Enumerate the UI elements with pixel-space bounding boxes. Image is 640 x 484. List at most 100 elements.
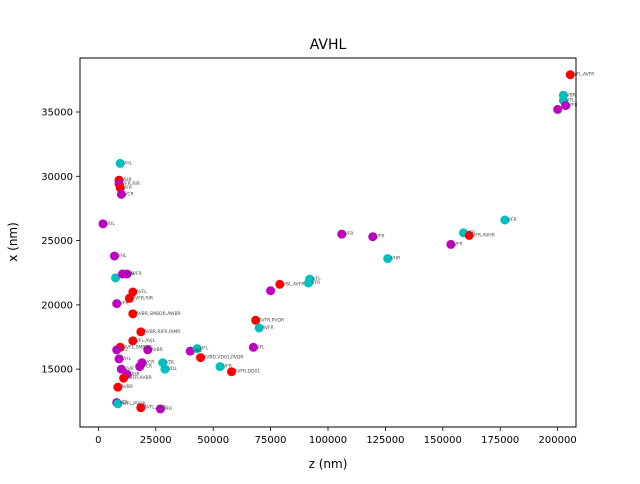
point-label: VFL — [313, 276, 322, 282]
point-label: AVBR,RIFR,RIMR — [144, 329, 181, 335]
point-label: VFR — [345, 231, 354, 237]
data-point-magenta — [116, 189, 126, 199]
data-point-red — [464, 230, 474, 240]
point-label: VFL — [566, 97, 575, 103]
point-label: AVBR — [151, 347, 163, 353]
data-point-cyan — [383, 254, 393, 264]
data-point-cyan — [192, 344, 202, 354]
data-point-cyan — [160, 364, 170, 374]
data-point-magenta — [98, 219, 108, 229]
data-point-magenta — [248, 342, 258, 352]
data-point-red — [128, 309, 138, 319]
point-label: AVFL,AVBL — [144, 405, 168, 411]
point-label: AVFR,RIR — [132, 295, 153, 301]
point-label: VFL — [256, 344, 265, 350]
data-point-magenta — [116, 364, 126, 374]
point-label: VFL — [120, 347, 129, 353]
data-point-magenta — [155, 404, 165, 414]
data-point-magenta — [337, 229, 347, 239]
data-point-red — [128, 336, 138, 346]
x-tick-label: 100000 — [309, 435, 347, 446]
data-point-cyan — [254, 323, 264, 333]
ticks-layer: 0 25000 50000 75000 100000 125000 150000 175000… — [41, 108, 577, 447]
point-label: VHR — [391, 256, 401, 262]
point-label: VCR — [124, 191, 133, 197]
data-point-cyan — [113, 399, 123, 409]
data-point-magenta — [122, 269, 132, 279]
point-label: VFR — [123, 185, 132, 191]
y-tick-label: 15000 — [41, 365, 73, 376]
data-point-red — [227, 367, 237, 377]
data-point-magenta — [185, 346, 195, 356]
y-tick-label: 20000 — [41, 300, 73, 311]
point-label: VHR — [130, 371, 140, 377]
point-label: AVBD,VD01,PVQR — [204, 355, 244, 361]
y-axis-title: x (nm) — [6, 222, 20, 262]
point-label: VFR — [466, 230, 475, 236]
point-label: AVFR,DD01 — [235, 369, 261, 375]
point-label: VBL,AVFR — [283, 281, 305, 287]
point-label: VFR — [508, 217, 517, 223]
point-label: AVFR — [130, 271, 142, 277]
x-tick-label: 150000 — [424, 435, 462, 446]
point-label: VFR — [120, 301, 129, 307]
data-point-magenta — [112, 299, 122, 309]
point-label: AVFR,AVBR — [127, 375, 152, 381]
point-label: AVFL,PVQR — [121, 401, 146, 407]
x-axis-title: z (nm) — [309, 457, 348, 471]
data-point-cyan — [303, 278, 313, 288]
point-label: VFR — [311, 280, 320, 286]
point-label: VFR — [223, 364, 232, 370]
data-point-cyan — [111, 273, 121, 283]
x-tick-label: 50000 — [197, 435, 229, 446]
x-tick-label: 175000 — [481, 435, 519, 446]
point-label: VCR — [143, 364, 152, 370]
data-point-magenta — [266, 286, 276, 296]
point-label: VHL — [122, 356, 131, 362]
data-point-red — [136, 403, 146, 413]
data-point-red — [196, 353, 206, 363]
point-label: VHL — [117, 253, 126, 259]
point-label: VFR — [569, 103, 578, 109]
point-label: VCR — [145, 360, 154, 366]
point-label: VFL,AVJL — [136, 338, 156, 344]
data-point-cyan — [115, 158, 125, 168]
x-tick-label: 200000 — [539, 435, 577, 446]
data-point-magenta — [553, 104, 563, 114]
data-point-red — [251, 315, 261, 325]
data-point-red — [119, 373, 129, 383]
point-label: AVFR,PVQR — [259, 317, 284, 323]
y-tick-label: 35000 — [41, 108, 73, 119]
data-point-red — [136, 327, 146, 337]
y-tick-label: 25000 — [41, 236, 73, 247]
point-label: VDL — [120, 400, 130, 406]
x-tick-label: 0 — [95, 435, 101, 446]
data-point-magenta — [446, 239, 456, 249]
point-label: VHL — [123, 160, 132, 166]
point-label: VFR — [454, 241, 463, 247]
data-point-magenta — [368, 232, 378, 242]
point-label: VFR — [163, 406, 172, 412]
data-point-cyan — [215, 362, 225, 372]
point-label: AVFL,SMBDR — [123, 344, 152, 350]
point-label: AVFR — [262, 325, 274, 331]
point-label: VFL,AVFR — [573, 72, 594, 78]
point-label: VUL — [106, 221, 115, 227]
point-label: AVBR,SMBDR,AWBR — [136, 311, 181, 317]
point-label: VDL — [166, 360, 176, 366]
point-label: VFR,AVHR — [472, 232, 495, 238]
point-label: VBR — [566, 92, 575, 98]
point-label: AVFL — [136, 289, 147, 295]
data-point-magenta — [114, 354, 124, 364]
data-point-red — [124, 293, 134, 303]
data-point-red — [275, 279, 285, 289]
chart-title: AVHL — [310, 37, 347, 53]
data-point-magenta — [143, 345, 153, 355]
x-tick-label: 25000 — [140, 435, 172, 446]
x-tick-label: 125000 — [366, 435, 404, 446]
point-label: VFR — [376, 234, 385, 240]
data-point-magenta — [561, 101, 571, 111]
point-label: VHR — [122, 177, 132, 183]
